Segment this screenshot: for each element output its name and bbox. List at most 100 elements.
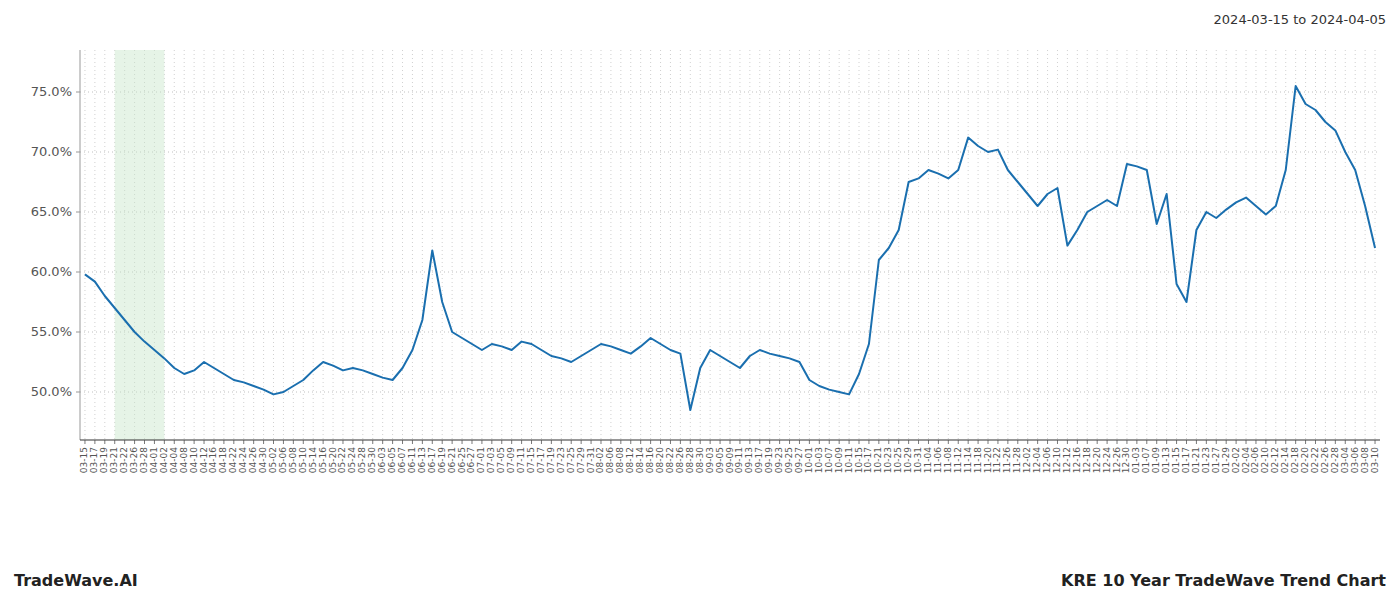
x-tick <box>521 440 522 444</box>
x-tick <box>779 440 780 444</box>
x-grid-line <box>581 50 582 440</box>
x-tick-label: 04-10 <box>189 447 199 473</box>
x-tick-label: 10-15 <box>854 447 864 473</box>
x-tick <box>958 440 959 444</box>
x-tick-label: 10-09 <box>834 447 844 473</box>
x-grid-line <box>402 50 403 440</box>
x-tick-label: 07-03 <box>486 447 496 473</box>
x-tick-label: 08-26 <box>675 447 685 473</box>
x-tick-label: 02-28 <box>1330 447 1340 473</box>
x-tick <box>342 440 343 444</box>
plot-area <box>85 50 1375 440</box>
y-axis-line <box>80 50 81 440</box>
x-tick-label: 03-22 <box>119 447 129 473</box>
x-tick <box>1315 440 1316 444</box>
x-grid-line <box>1285 50 1286 440</box>
x-tick <box>144 440 145 444</box>
x-tick <box>997 440 998 444</box>
x-tick <box>1077 440 1078 444</box>
x-grid-line <box>1315 50 1316 440</box>
x-grid-line <box>362 50 363 440</box>
x-grid-line <box>233 50 234 440</box>
x-tick <box>581 440 582 444</box>
y-tick-label: 60.0% <box>31 264 72 279</box>
x-tick-label: 09-19 <box>764 447 774 473</box>
x-tick-label: 09-13 <box>744 447 754 473</box>
x-tick <box>938 440 939 444</box>
x-tick-label: 07-25 <box>566 447 576 473</box>
x-tick-label: 05-30 <box>367 447 377 473</box>
annotation: TradeWave.AI <box>14 571 138 590</box>
x-tick-label: 07-15 <box>526 447 536 473</box>
x-grid-line <box>1236 50 1237 440</box>
y-grid-line <box>80 332 1380 333</box>
x-grid-line <box>640 50 641 440</box>
x-tick <box>819 440 820 444</box>
x-tick-label: 01-09 <box>1151 447 1161 473</box>
y-tick <box>76 332 80 333</box>
x-tick <box>1067 440 1068 444</box>
x-tick <box>640 440 641 444</box>
x-grid-line <box>352 50 353 440</box>
x-grid-line <box>839 50 840 440</box>
x-grid-line <box>829 50 830 440</box>
x-tick <box>283 440 284 444</box>
x-tick <box>333 440 334 444</box>
grid <box>80 50 1380 440</box>
x-tick-label: 08-14 <box>635 447 645 473</box>
x-grid-line <box>680 50 681 440</box>
x-tick <box>1365 440 1366 444</box>
x-tick-label: 10-21 <box>873 447 883 473</box>
x-tick <box>1335 440 1336 444</box>
x-grid-line <box>501 50 502 440</box>
x-tick <box>1355 440 1356 444</box>
x-grid-line <box>1186 50 1187 440</box>
x-grid-line <box>551 50 552 440</box>
x-grid-line <box>710 50 711 440</box>
x-tick <box>531 440 532 444</box>
x-tick <box>253 440 254 444</box>
y-tick <box>76 392 80 393</box>
x-grid-line <box>868 50 869 440</box>
x-tick-label: 08-12 <box>625 447 635 473</box>
x-tick-label: 08-02 <box>595 447 605 473</box>
x-tick <box>452 440 453 444</box>
x-tick-label: 07-23 <box>556 447 566 473</box>
x-tick-label: 07-05 <box>496 447 506 473</box>
x-tick <box>1305 440 1306 444</box>
x-tick-label: 11-08 <box>943 447 953 473</box>
x-tick-label: 11-18 <box>973 447 983 473</box>
y-grid-line <box>80 392 1380 393</box>
highlight-region <box>115 50 165 440</box>
x-grid-line <box>442 50 443 440</box>
x-tick-label: 03-04 <box>1340 447 1350 473</box>
x-tick <box>154 440 155 444</box>
x-tick <box>978 440 979 444</box>
x-tick <box>124 440 125 444</box>
x-tick <box>233 440 234 444</box>
x-tick-label: 03-10 <box>1370 447 1380 473</box>
x-grid-line <box>392 50 393 440</box>
x-tick-label: 06-07 <box>397 447 407 473</box>
x-tick-label: 02-10 <box>1260 447 1270 473</box>
x-grid-line <box>204 50 205 440</box>
x-tick <box>650 440 651 444</box>
x-grid-line <box>670 50 671 440</box>
x-tick <box>769 440 770 444</box>
y-tick-label: 70.0% <box>31 144 72 159</box>
x-tick-label: 10-25 <box>893 447 903 473</box>
x-grid-line <box>541 50 542 440</box>
x-tick-label: 04-16 <box>208 447 218 473</box>
x-tick-label: 11-06 <box>933 447 943 473</box>
y-tick <box>76 212 80 213</box>
x-grid-line <box>1206 50 1207 440</box>
x-tick-label: 01-21 <box>1191 447 1201 473</box>
x-grid-line <box>84 50 85 440</box>
x-tick <box>1117 440 1118 444</box>
x-grid-line <box>1345 50 1346 440</box>
y-tick-label: 55.0% <box>31 324 72 339</box>
x-grid-line <box>1226 50 1227 440</box>
x-grid-line <box>561 50 562 440</box>
x-tick <box>1037 440 1038 444</box>
x-tick-label: 05-10 <box>298 447 308 473</box>
